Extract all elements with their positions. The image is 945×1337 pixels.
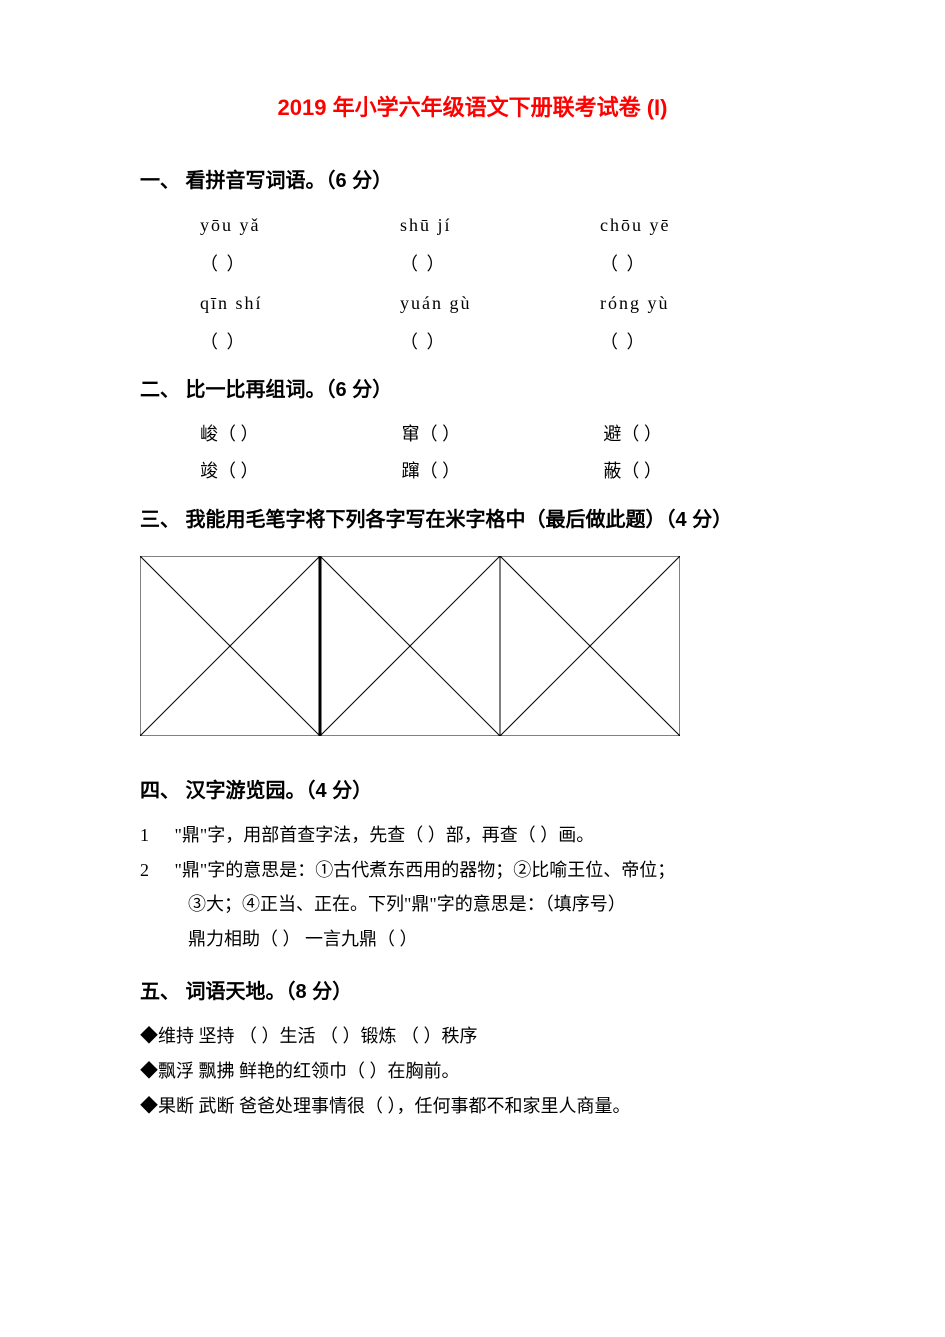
section-1-head: 一、 看拼音写词语。（6 分） (140, 165, 805, 197)
blank-1a: （ ） (200, 250, 400, 279)
section-3-head: 三、 我能用毛笔字将下列各字写在米字格中（最后做此题）（4 分） (140, 504, 805, 536)
pair-1a: 峻（ ） (200, 420, 402, 449)
blank-1c: （ ） (600, 250, 800, 279)
pinyin-1a: yōu yǎ (200, 211, 400, 240)
q2c-text: 鼎力相助（ ） 一言九鼎（ ） (140, 925, 805, 954)
blank-2a: （ ） (200, 328, 400, 357)
pinyin-1c: chōu yē (600, 211, 800, 240)
q1-num: 1 (140, 821, 170, 850)
blank-2b: （ ） (400, 328, 600, 357)
q2a-text: "鼎"字的意思是：①古代煮东西用的器物；②比喻王位、帝位； (175, 860, 676, 880)
page-title: 2019 年小学六年级语文下册联考试卷 (I) (140, 90, 805, 125)
s5-row1: ◆维持 坚持 （ ）生活 （ ）锻炼 （ ）秩序 (140, 1022, 805, 1051)
q2b-text: ③大；④正当、正在。下列"鼎"字的意思是：（填序号） (140, 890, 805, 919)
section-1-body: yōu yǎ shū jí chōu yē （ ） （ ） （ ） qīn sh… (140, 211, 805, 356)
pair-2a: 竣（ ） (200, 457, 402, 486)
blank-2c: （ ） (600, 328, 800, 357)
s5-row2: ◆飘浮 飘拂 鲜艳的红领巾（ ）在胸前。 (140, 1057, 805, 1086)
pinyin-1b: shū jí (400, 211, 600, 240)
q1-text: "鼎"字，用部首查字法，先查（ ）部，再查（ ）画。 (175, 825, 595, 845)
pinyin-2c: róng yù (600, 289, 800, 318)
section-2-head: 二、 比一比再组词。（6 分） (140, 374, 805, 406)
pinyin-2a: qīn shí (200, 289, 400, 318)
section-2-body: 峻（ ） 窜（ ） 避（ ） 竣（ ） 蹿（ ） 蔽（ ） (140, 420, 805, 486)
section-5-head: 五、 词语天地。（8 分） (140, 976, 805, 1008)
q2-num: 2 (140, 856, 170, 885)
mizige-svg (140, 556, 680, 736)
section-5-body: ◆维持 坚持 （ ）生活 （ ）锻炼 （ ）秩序 ◆飘浮 飘拂 鲜艳的红领巾（ … (140, 1022, 805, 1120)
s5-row3: ◆果断 武断 爸爸处理事情很（ ），任何事都不和家里人商量。 (140, 1092, 805, 1121)
pinyin-2b: yuán gù (400, 289, 600, 318)
blank-1b: （ ） (400, 250, 600, 279)
pair-2c: 蔽（ ） (603, 457, 805, 486)
section-4-head: 四、 汉字游览园。（4 分） (140, 775, 805, 807)
mizige-grid (140, 556, 805, 745)
pair-1b: 窜（ ） (402, 420, 604, 449)
pair-1c: 避（ ） (603, 420, 805, 449)
section-4-body: 1 "鼎"字，用部首查字法，先查（ ）部，再查（ ）画。 2 "鼎"字的意思是：… (140, 821, 805, 954)
pair-2b: 蹿（ ） (402, 457, 604, 486)
